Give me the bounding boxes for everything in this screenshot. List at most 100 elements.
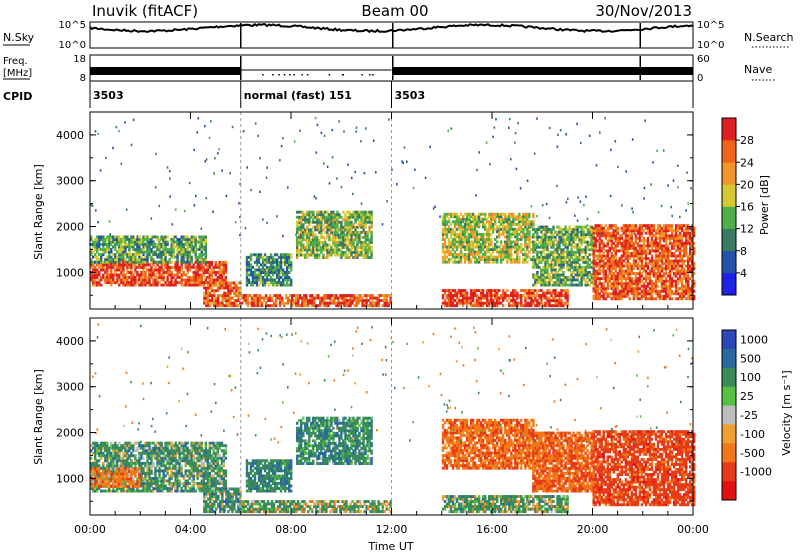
power-cell xyxy=(298,251,301,254)
power-cell xyxy=(477,240,481,244)
power-cell xyxy=(664,231,668,235)
power-cell xyxy=(602,269,605,273)
power-cell xyxy=(660,287,664,291)
power-cell xyxy=(516,258,519,261)
power-cell xyxy=(259,268,263,272)
power-cell xyxy=(463,258,467,261)
power-cell xyxy=(312,251,315,254)
power-cell xyxy=(636,289,640,293)
power-cell xyxy=(284,263,287,267)
power-cell xyxy=(164,245,167,249)
power-cell xyxy=(370,253,373,257)
power-cell xyxy=(225,286,228,290)
power-cell xyxy=(562,273,565,277)
power-cell xyxy=(624,234,628,238)
power-cell xyxy=(514,227,517,231)
power-cell xyxy=(340,248,343,252)
nave-tick-top: 60 xyxy=(697,54,710,65)
power-cell xyxy=(296,215,299,219)
power-cell xyxy=(264,294,268,297)
power-cell xyxy=(318,218,321,222)
power-cell xyxy=(538,258,541,262)
power-cell xyxy=(492,299,495,302)
power-cell xyxy=(453,291,457,295)
power-cell xyxy=(152,245,155,249)
power-cell xyxy=(552,240,555,244)
power-cell xyxy=(564,294,567,297)
power-cell xyxy=(672,246,676,250)
power-cell xyxy=(449,240,453,244)
power-cell xyxy=(351,301,354,305)
power-cell xyxy=(254,301,258,305)
power-cell xyxy=(471,304,475,308)
power-cell xyxy=(606,282,609,286)
power-cell xyxy=(329,296,332,300)
power-cell xyxy=(302,210,305,214)
power-cell xyxy=(222,271,226,274)
power-cell xyxy=(508,238,511,241)
power-cell xyxy=(122,271,125,274)
power-cell xyxy=(291,296,294,300)
power-cell xyxy=(600,257,603,260)
power-cell xyxy=(296,225,299,229)
power-cell xyxy=(473,255,477,259)
power-cell xyxy=(500,294,503,297)
power-cell xyxy=(592,231,595,235)
power-cell xyxy=(162,248,165,251)
power-cell xyxy=(182,245,185,249)
power-cell xyxy=(668,279,672,283)
power-cell xyxy=(524,291,527,295)
power-cell xyxy=(134,260,137,264)
power-cell xyxy=(445,227,449,231)
power-cell xyxy=(610,264,613,268)
power-cell xyxy=(343,294,346,297)
power-cell xyxy=(664,229,668,233)
power-cell xyxy=(467,238,471,241)
power-cell xyxy=(265,278,269,282)
power-cell xyxy=(259,278,263,282)
power-cell xyxy=(644,226,648,230)
power-cell xyxy=(479,232,483,236)
power-cell xyxy=(670,236,674,240)
power-cell xyxy=(350,228,353,232)
power-cell xyxy=(624,236,628,240)
power-cell xyxy=(325,301,328,305)
power-cell xyxy=(334,233,337,237)
power-cell xyxy=(263,271,267,274)
power-cell xyxy=(455,240,459,244)
power-cell xyxy=(383,296,386,300)
power-cell xyxy=(336,233,339,237)
power-cell xyxy=(544,235,547,239)
power-cell xyxy=(174,245,177,249)
power-cell xyxy=(594,244,597,248)
power-cell xyxy=(477,301,481,305)
power-cell xyxy=(542,235,545,239)
power-cell xyxy=(94,248,97,251)
power-cell xyxy=(342,251,345,254)
power-cell xyxy=(381,304,384,308)
power-cell xyxy=(672,279,676,283)
power-cell xyxy=(196,260,199,264)
power-cell xyxy=(622,287,625,291)
power-cell xyxy=(534,276,537,279)
power-cell xyxy=(352,210,355,214)
power-cell xyxy=(172,255,175,259)
power-cell xyxy=(488,255,491,259)
power-cell xyxy=(455,222,459,226)
power-cell xyxy=(502,212,505,216)
power-cell xyxy=(300,238,303,242)
power-cell xyxy=(200,248,203,251)
power-cell xyxy=(524,222,527,226)
power-cell xyxy=(383,304,386,308)
power-cell xyxy=(570,281,573,284)
power-cell xyxy=(642,294,646,298)
power-cell xyxy=(548,301,551,305)
power-cell xyxy=(638,229,642,233)
power-cell xyxy=(204,276,207,279)
power-cell xyxy=(590,240,593,244)
power-cell xyxy=(534,299,537,302)
power-cell xyxy=(626,249,630,253)
power-cell xyxy=(142,240,145,244)
power-cell xyxy=(94,240,97,244)
power-cell xyxy=(178,245,181,249)
